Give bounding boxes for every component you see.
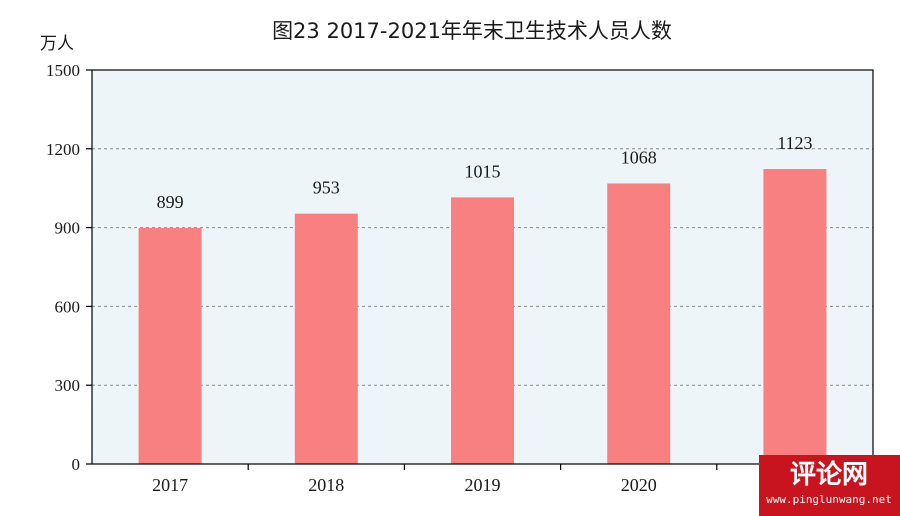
value-label-2017: 899 [157,192,184,212]
value-label-2018: 953 [313,178,340,198]
watermark-background [759,455,900,516]
bar-2021 [763,169,827,464]
bar-2018 [294,213,358,464]
y-tick-label: 0 [72,455,81,474]
value-label-2020: 1068 [621,147,657,167]
y-axis-unit: 万人 [40,34,74,54]
chart-title: 图23 2017-2021年年末卫生技术人员人数 [272,19,672,43]
x-tick-label-2020: 2020 [621,475,657,495]
value-labels: 899 953 1015 1068 1123 [157,133,813,212]
watermark-url: www.pinglunwang.net [766,493,892,506]
value-label-2019: 1015 [465,161,501,181]
watermark-title: 评论网 [790,460,868,490]
plot-frame [91,69,874,465]
bar-2020 [607,183,671,465]
x-tick-label-2018: 2018 [308,475,344,495]
y-axis-ticks: 0 300 600 900 1200 1500 [46,61,92,474]
x-tick-label-2017: 2017 [152,475,188,495]
x-tick-label-2019: 2019 [465,475,501,495]
y-tick-label: 1500 [46,61,80,80]
y-tick-label: 300 [55,376,81,395]
value-label-2021: 1123 [777,133,812,153]
y-tick-label: 600 [55,297,81,316]
bar-2019 [451,197,514,465]
y-tick-label: 1200 [46,140,80,159]
watermark-logo: 评论网 www.pinglunwang.net [759,455,900,516]
axes [91,69,874,465]
y-tick-label: 900 [55,219,81,238]
bars [138,169,827,465]
bar-2017 [138,227,202,464]
x-axis-ticks: 20172018201920202021 [152,464,813,495]
